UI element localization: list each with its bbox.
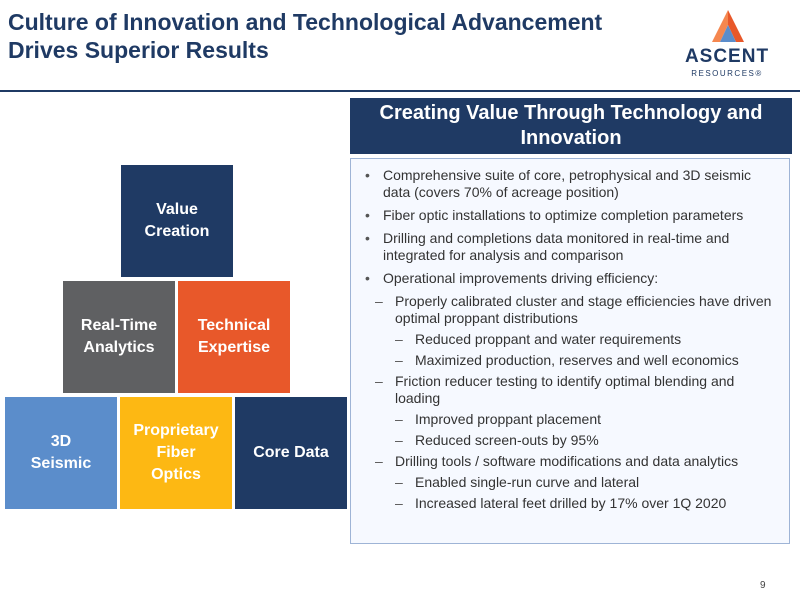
pyramid-block-value-creation: Value Creation (121, 165, 233, 277)
bullet-item-level-1: – Drilling tools / software modifications… (351, 453, 779, 470)
slide-title: Culture of Innovation and Technological … (8, 9, 603, 63)
bullet-text: Reduced proppant and water requirements (415, 331, 682, 347)
bullet-text: Fiber optic installations to optimize co… (383, 207, 744, 223)
page-number: 9 (760, 580, 766, 591)
bullet-list: • Comprehensive suite of core, petrophysi… (351, 159, 789, 512)
bullet-marker: • (365, 207, 370, 223)
bullet-item-level-0: • Drilling and completions data monitored… (351, 230, 779, 264)
dash-marker: – (395, 495, 403, 511)
header-divider (0, 90, 800, 92)
dash-marker: – (395, 331, 403, 347)
bullet-item-level-2: – Maximized production, reserves and well… (351, 352, 779, 369)
dash-marker: – (375, 373, 383, 389)
bullet-text: Friction reducer testing to identify opt… (395, 373, 735, 406)
bullet-item-level-0: • Fiber optic installations to optimize c… (351, 207, 779, 224)
bullet-text: Enabled single-run curve and lateral (415, 474, 640, 490)
bullet-text: Maximized production, reserves and well … (415, 352, 739, 368)
bullet-text: Properly calibrated cluster and stage ef… (395, 293, 772, 326)
pyramid-block-proprietary-fiber-optics: Proprietary Fiber Optics (120, 397, 232, 509)
pyramid-block-3d-seismic: 3D Seismic (5, 397, 117, 509)
mountain-logo-icon (712, 10, 744, 42)
bullet-text: Operational improvements driving efficie… (383, 270, 659, 286)
logo-subtext: RESOURCES® (691, 69, 763, 78)
bullet-item-level-2: – Enabled single-run curve and lateral (351, 474, 779, 491)
bullet-text: Drilling tools / software modifications … (395, 453, 739, 469)
bullet-marker: • (365, 230, 370, 246)
pyramid-block-real-time-analytics: Real-Time Analytics (63, 281, 175, 393)
bullet-item-level-0: • Comprehensive suite of core, petrophysi… (351, 167, 779, 201)
dash-marker: – (395, 352, 403, 368)
bullet-marker: • (365, 270, 370, 286)
pyramid-block-technical-expertise: Technical Expertise (178, 281, 290, 393)
bullet-marker: • (365, 167, 370, 183)
dash-marker: – (375, 453, 383, 469)
dash-marker: – (395, 411, 403, 427)
dash-marker: – (395, 432, 403, 448)
bullet-item-level-1: – Friction reducer testing to identify op… (351, 373, 779, 407)
pyramid-block-core-data: Core Data (235, 397, 347, 509)
bullet-text: Improved proppant placement (415, 411, 601, 427)
bullet-text: Drilling and completions data monitored … (383, 230, 730, 263)
panel-heading: Creating Value Through Technology and In… (350, 98, 792, 154)
bullet-item-level-1: – Properly calibrated cluster and stage e… (351, 293, 779, 327)
bullet-item-level-0: • Operational improvements driving effici… (351, 270, 779, 287)
dash-marker: – (395, 474, 403, 490)
bullet-text: Reduced screen-outs by 95% (415, 432, 599, 448)
bullet-item-level-2: – Increased lateral feet drilled by 17% o… (351, 495, 779, 512)
dash-marker: – (375, 293, 383, 309)
bullet-panel: • Comprehensive suite of core, petrophysi… (350, 158, 790, 544)
bullet-item-level-2: – Reduced proppant and water requirements (351, 331, 779, 348)
bullet-item-level-2: – Reduced screen-outs by 95% (351, 432, 779, 449)
bullet-item-level-2: – Improved proppant placement (351, 411, 779, 428)
bullet-text: Increased lateral feet drilled by 17% ov… (415, 495, 727, 511)
logo-wordmark: ASCENT (684, 46, 770, 67)
bullet-text: Comprehensive suite of core, petrophysic… (383, 167, 752, 200)
ascent-resources-logo: ASCENT RESOURCES® (672, 10, 782, 84)
